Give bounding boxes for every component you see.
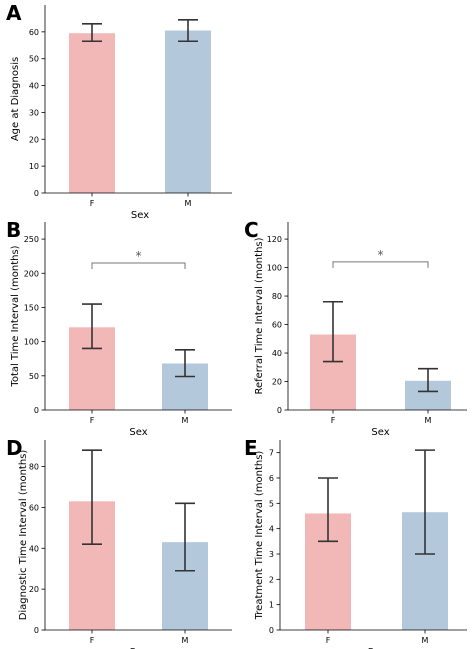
y-tick-label: 200 [24,269,39,278]
bar-f [69,33,115,194]
y-tick-label: 50 [29,372,39,381]
y-tick-label: 60 [272,321,282,330]
x-axis-label: Sex [367,647,385,649]
y-tick-label: 80 [29,463,39,472]
x-axis-label: Sex [129,647,147,649]
y-tick-label: 100 [267,264,282,273]
y-axis-label: Total Time Interval (months) [10,245,21,387]
y-tick-label: 20 [29,585,39,594]
panel-a: A 0 10 20 30 40 50 60 F M Sex Age at Diagnosis [6,1,232,221]
x-tick-label: M [422,636,429,645]
significance-bracket [332,261,429,268]
x-tick-label: F [326,636,331,645]
y-axis-label: Treatment Time Interval (months) [254,451,265,621]
y-tick-label: 2 [269,575,274,584]
y-tick-label: 20 [272,378,282,387]
y-tick-label: 60 [29,28,39,37]
y-tick-label: 0 [34,189,39,198]
y-tick-label: 100 [24,338,39,347]
y-tick-label: 120 [267,235,282,244]
y-tick-label: 250 [24,235,39,244]
panel-letter: D [6,436,23,460]
panel-d: D 0 20 40 60 80 F M Sex Diagnostic Time Interval … [6,436,232,649]
panel-c: C 0 20 40 60 80 100 120 F M Sex Referral Time Inter… [244,218,467,438]
x-axis-label: Sex [371,427,389,438]
y-tick-label: 20 [29,135,39,144]
panel-letter: E [244,436,258,460]
x-tick-label: F [90,416,95,425]
x-axis-label: Sex [131,210,149,221]
y-axis-label: Age at Diagnosis [10,57,21,141]
y-tick-label: 40 [272,349,282,358]
y-tick-label: 40 [29,82,39,91]
x-tick-label: F [90,199,95,208]
y-tick-label: 0 [34,626,39,635]
y-tick-label: 4 [269,525,274,534]
x-tick-label: M [182,416,189,425]
y-axis-label: Referral Time Interval (months) [254,237,265,394]
y-tick-label: 80 [272,292,282,301]
panel-letter: A [6,1,22,25]
y-tick-label: 30 [29,108,39,117]
y-tick-label: 40 [29,544,39,553]
y-tick-label: 0 [269,626,274,635]
y-tick-label: 3 [269,550,274,559]
y-tick-label: 10 [29,162,39,171]
significance-marker: * [378,248,384,262]
x-tick-label: F [331,416,336,425]
y-tick-label: 7 [269,449,274,458]
x-axis-label: Sex [129,427,147,438]
y-tick-label: 150 [24,303,39,312]
significance-marker: * [136,249,142,263]
y-tick-label: 0 [277,406,282,415]
significance-bracket [91,262,186,270]
x-tick-label: M [182,636,189,645]
y-tick-label: 5 [269,499,274,508]
x-tick-label: M [185,199,192,208]
panel-e: E 0 1 2 3 4 5 6 7 F M Sex Treatment Time Interval (m… [244,436,467,649]
x-tick-label: M [425,416,432,425]
x-tick-label: F [90,636,95,645]
panel-letter: B [6,218,21,242]
y-tick-label: 1 [269,601,274,610]
panel-b: B 0 50 100 150 200 250 F M Sex Total Time Interval… [6,218,232,438]
y-tick-label: 0 [34,406,39,415]
y-tick-label: 60 [29,503,39,512]
y-tick-label: 50 [29,55,39,64]
panel-letter: C [244,218,259,242]
bar-m [165,30,211,194]
y-tick-label: 6 [269,474,274,483]
y-axis-label: Diagnostic Time Interval (months) [18,450,29,621]
